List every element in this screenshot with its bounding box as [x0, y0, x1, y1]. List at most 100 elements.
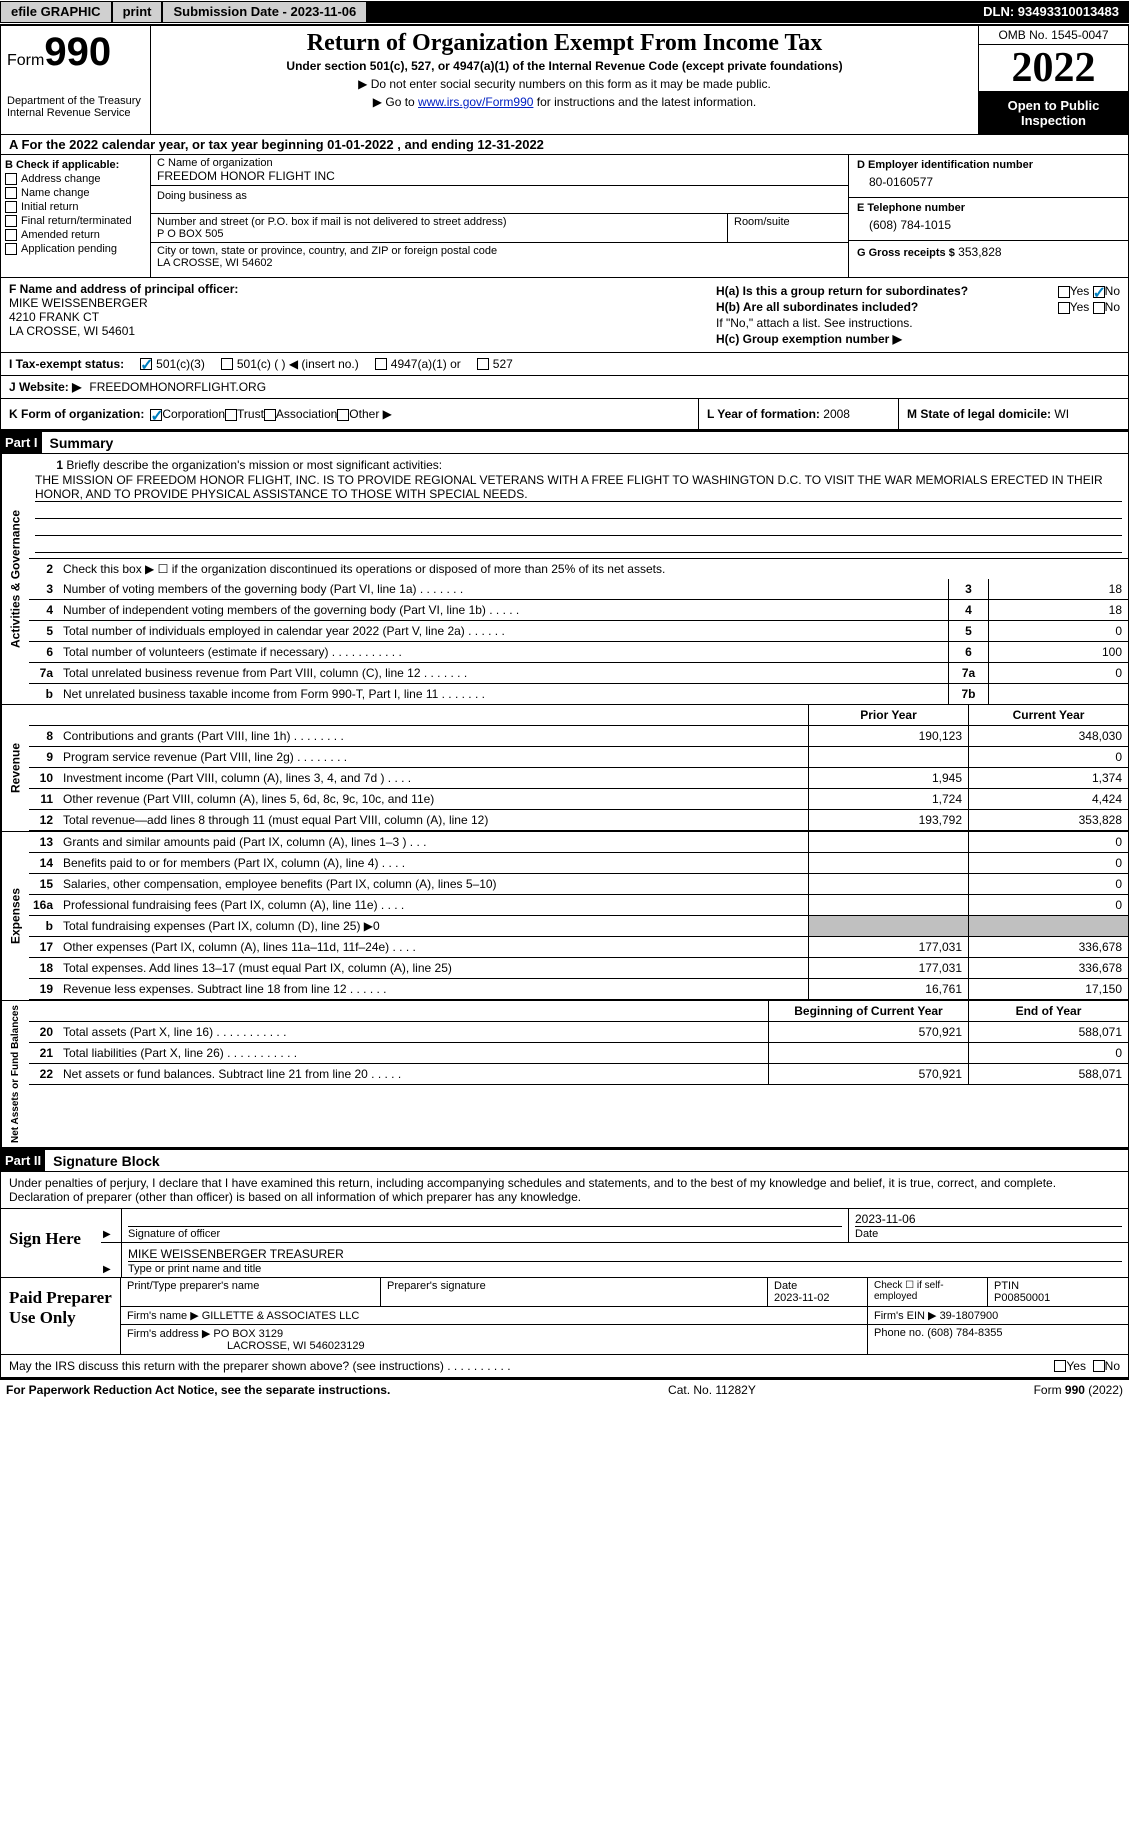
form-number: 990	[44, 30, 111, 74]
submission-date: Submission Date - 2023-11-06	[162, 1, 367, 23]
opt-trust: Trust	[237, 407, 264, 421]
f-label: F Name and address of principal officer:	[9, 282, 700, 296]
row-text: Total liabilities (Part X, line 26) . . …	[59, 1043, 768, 1063]
row-num: 11	[29, 789, 59, 809]
topbar-spacer	[367, 1, 973, 23]
chk-discuss-yes[interactable]	[1054, 1360, 1066, 1372]
row-prior-year: 16,761	[808, 979, 968, 999]
row-text: Total assets (Part X, line 16) . . . . .…	[59, 1022, 768, 1042]
mission-blank1	[35, 503, 1122, 519]
chk-address-change[interactable]	[5, 173, 17, 185]
row-num: 21	[29, 1043, 59, 1063]
chk-corp[interactable]	[150, 409, 162, 421]
note2-post: for instructions and the latest informat…	[533, 95, 756, 109]
row-current-year: 17,150	[968, 979, 1128, 999]
print-button[interactable]: print	[112, 1, 163, 23]
ha-no: No	[1105, 284, 1120, 298]
row-text: Other revenue (Part VIII, column (A), li…	[59, 789, 808, 809]
prep-selfemp: Check ☐ if self-employed	[868, 1278, 988, 1306]
chk-assoc[interactable]	[264, 409, 276, 421]
firm-name-cell: Firm's name ▶ GILLETTE & ASSOCIATES LLC	[121, 1307, 868, 1324]
row-current-year: 0	[968, 874, 1128, 894]
chk-ha-no[interactable]	[1093, 286, 1105, 298]
chk-other[interactable]	[337, 409, 349, 421]
chk-amended-return[interactable]	[5, 229, 17, 241]
form-subtitle: Under section 501(c), 527, or 4947(a)(1)…	[157, 59, 972, 73]
mission-text: THE MISSION OF FREEDOM HONOR FLIGHT, INC…	[35, 473, 1122, 502]
row-text: Other expenses (Part IX, column (A), lin…	[59, 937, 808, 957]
hb-note: If "No," attach a list. See instructions…	[716, 316, 1120, 330]
row-box-num: 4	[948, 600, 988, 620]
row-text: Contributions and grants (Part VIII, lin…	[59, 726, 808, 746]
form-header: Form990 Department of the Treasury Inter…	[0, 24, 1129, 135]
sig-name-cell: MIKE WEISSENBERGER TREASURER Type or pri…	[121, 1243, 1128, 1277]
row-box-num: 5	[948, 621, 988, 641]
irs-link[interactable]: www.irs.gov/Form990	[418, 95, 533, 109]
city-box: City or town, state or province, country…	[151, 243, 848, 277]
chk-4947[interactable]	[375, 358, 387, 370]
header-mid: Return of Organization Exempt From Incom…	[151, 26, 978, 134]
city-value: LA CROSSE, WI 54602	[157, 257, 842, 269]
summary-activities: Activities & Governance 1 Briefly descri…	[0, 454, 1129, 705]
lbl-address-change: Address change	[21, 173, 101, 185]
row-num: 15	[29, 874, 59, 894]
ein-value: 80-0160577	[857, 171, 1120, 193]
hdr-prior-year: Prior Year	[808, 705, 968, 725]
row-prior-year	[808, 747, 968, 767]
row-num: 8	[29, 726, 59, 746]
room-box: Room/suite	[728, 214, 848, 242]
row-text: Benefits paid to or for members (Part IX…	[59, 853, 808, 873]
footer-left: For Paperwork Reduction Act Notice, see …	[6, 1383, 390, 1397]
chk-application-pending[interactable]	[5, 243, 17, 255]
row-value: 0	[988, 663, 1128, 683]
dba-box: Doing business as	[151, 186, 848, 214]
part1-label: Part I	[1, 432, 42, 453]
chk-discuss-no[interactable]	[1093, 1360, 1105, 1372]
row-num: 12	[29, 810, 59, 830]
chk-name-change[interactable]	[5, 187, 17, 199]
chk-501c3[interactable]	[140, 358, 152, 370]
side-net-assets: Net Assets or Fund Balances	[1, 1001, 29, 1147]
chk-ha-yes[interactable]	[1058, 286, 1070, 298]
row-value: 0	[988, 621, 1128, 641]
tax-year: 2022	[979, 45, 1128, 92]
sig-name-label: Type or print name and title	[128, 1261, 1122, 1275]
chk-527[interactable]	[477, 358, 489, 370]
mission-blank2	[35, 520, 1122, 536]
chk-hb-no[interactable]	[1093, 302, 1105, 314]
k-right: M State of legal domicile: WI	[898, 399, 1128, 429]
row-text: Number of independent voting members of …	[59, 600, 948, 620]
dln-label: DLN: 93493310013483	[973, 1, 1129, 23]
opt-assoc: Association	[276, 407, 337, 421]
chk-trust[interactable]	[225, 409, 237, 421]
officer-name: MIKE WEISSENBERGER	[9, 296, 700, 310]
sig-officer-cell: Signature of officer	[121, 1209, 848, 1242]
opt-501c3: 501(c)(3)	[156, 357, 205, 371]
summary-revenue: Revenue Prior Year Current Year 8 Contri…	[0, 705, 1129, 832]
chk-initial-return[interactable]	[5, 201, 17, 213]
row-text: Program service revenue (Part VIII, line…	[59, 747, 808, 767]
row-text: Number of voting members of the governin…	[59, 579, 948, 599]
chk-hb-yes[interactable]	[1058, 302, 1070, 314]
row-num: 10	[29, 768, 59, 788]
row-num: 14	[29, 853, 59, 873]
row-prior-year	[808, 874, 968, 894]
street-label: Number and street (or P.O. box if mail i…	[157, 216, 721, 228]
col-b-mid: C Name of organization FREEDOM HONOR FLI…	[151, 155, 848, 277]
chk-501c[interactable]	[221, 358, 233, 370]
row-current-year: 1,374	[968, 768, 1128, 788]
row-num: 19	[29, 979, 59, 999]
row-prior-year: 177,031	[808, 937, 968, 957]
row-num: 3	[29, 579, 59, 599]
blank-text	[59, 705, 808, 725]
row-current-year: 588,071	[968, 1064, 1128, 1084]
section-fh: F Name and address of principal officer:…	[0, 278, 1129, 353]
opt-other: Other ▶	[349, 407, 392, 421]
sig-arrow2	[101, 1243, 121, 1277]
omb-number: OMB No. 1545-0047	[979, 26, 1128, 45]
summary-row: 9 Program service revenue (Part VIII, li…	[29, 747, 1128, 768]
chk-final-return[interactable]	[5, 215, 17, 227]
part2-header-row: Part II Signature Block	[0, 1148, 1129, 1172]
row-prior-year: 193,792	[808, 810, 968, 830]
street-box: Number and street (or P.O. box if mail i…	[151, 214, 728, 242]
